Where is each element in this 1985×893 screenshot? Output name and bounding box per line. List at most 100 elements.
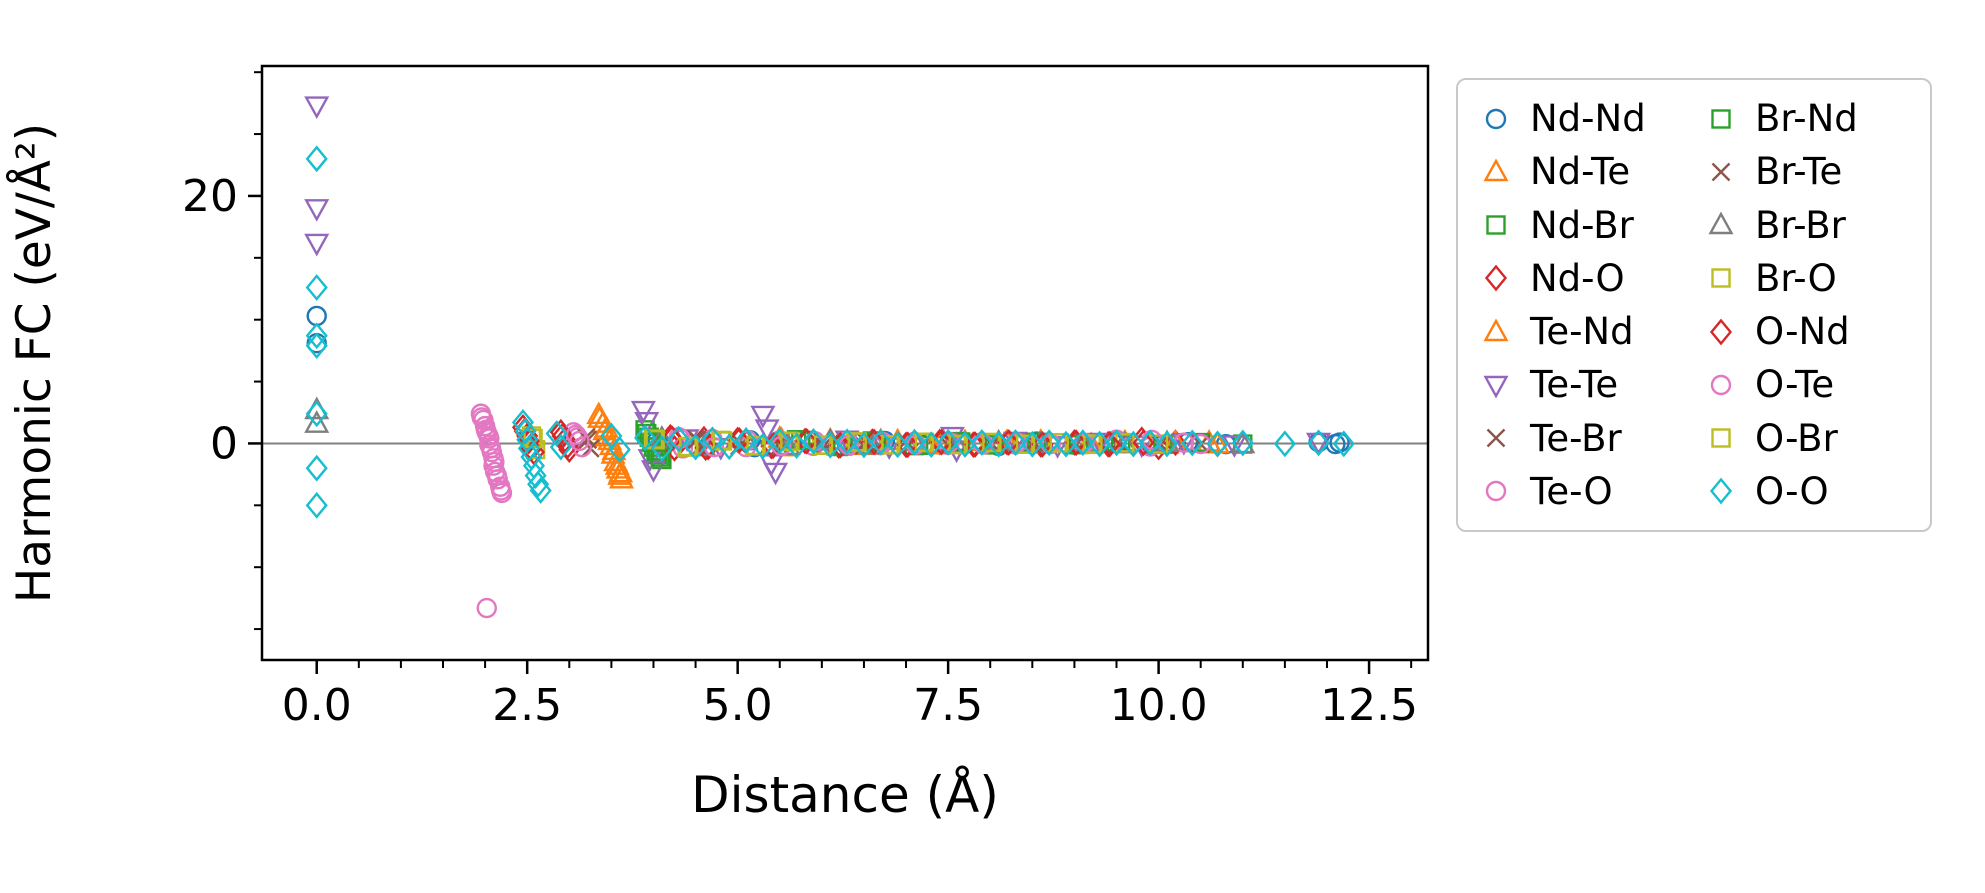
diamond-marker	[896, 431, 919, 459]
diamond-marker	[1098, 430, 1121, 458]
diamond-marker	[1709, 318, 1733, 346]
legend-item-o-nd: O-Nd	[1701, 305, 1922, 358]
square-marker	[746, 435, 766, 456]
triangle-down-marker	[304, 96, 330, 120]
legend-item-label: Te-Nd	[1530, 310, 1634, 354]
diamond-marker	[1139, 429, 1162, 457]
triangle-up-marker	[304, 410, 330, 433]
triangle-down-marker-icon	[1483, 375, 1509, 399]
x-axis-label: Distance (Å)	[691, 766, 999, 824]
diamond-marker	[1031, 430, 1054, 458]
legend-item-te-br: Te-Br	[1476, 412, 1697, 465]
axes-layer: 0.0 2.5 5.0 7.5 10.0 12.5 0 20	[182, 64, 1430, 731]
diamond-marker	[869, 428, 892, 456]
triangle-down-marker	[750, 405, 776, 429]
x-marker	[1711, 162, 1731, 182]
triangle-down-marker	[763, 462, 789, 486]
diamond-marker	[1273, 430, 1296, 458]
triangle-up-marker	[1708, 211, 1734, 235]
legend-item-nd-nd: Nd-Nd	[1476, 92, 1697, 145]
diamond-marker	[829, 431, 852, 459]
legend-item-label: Br-Br	[1755, 203, 1846, 247]
circle-marker-icon	[1485, 481, 1507, 502]
x-tick-label: 0.0	[282, 680, 352, 731]
triangle-up-marker	[1204, 430, 1231, 454]
diamond-marker	[305, 274, 328, 301]
triangle-up-marker	[1483, 158, 1509, 182]
diamond-marker-icon	[1484, 264, 1508, 292]
circle-marker	[1485, 108, 1507, 129]
diamond-marker	[953, 431, 977, 458]
square-marker	[1083, 434, 1103, 454]
diamond-marker	[305, 454, 328, 482]
series-o-nd	[513, 417, 1155, 466]
legend-item-nd-o: Nd-O	[1476, 252, 1697, 305]
x-marker-icon	[1711, 162, 1731, 182]
triangle-up-marker	[1230, 430, 1256, 454]
diamond-marker	[701, 426, 724, 454]
legend-item-label: Nd-Te	[1530, 150, 1631, 194]
triangle-up-marker-icon	[1708, 211, 1734, 235]
diamond-marker	[802, 427, 825, 455]
y-axis-label: Harmonic FC (eV/Å²)	[7, 123, 62, 603]
triangle-down-marker	[1483, 375, 1509, 399]
diamond-marker	[527, 470, 550, 498]
square-marker	[1486, 215, 1506, 235]
diamond-marker	[987, 431, 1010, 458]
triangle-down-marker	[754, 419, 780, 443]
circle-marker	[1190, 433, 1211, 455]
axes-frame	[260, 64, 1430, 662]
series-o-o	[305, 145, 1355, 519]
legend-item-br-te: Br-Te	[1701, 145, 1922, 198]
legend-item-nd-te: Nd-Te	[1476, 145, 1697, 198]
x-marker-icon	[1486, 428, 1506, 448]
triangle-down-marker	[640, 460, 667, 483]
diamond-marker	[305, 145, 328, 173]
triangle-up-marker	[1483, 318, 1509, 341]
legend-item-label: O-Br	[1755, 416, 1838, 460]
diamond-marker	[305, 322, 328, 350]
square-marker	[948, 434, 968, 455]
triangle-down-marker	[304, 199, 330, 222]
legend: Nd-Nd Nd-Te Nd-Br Nd-O Te-Nd Te-Te Te-Br Te-O Br…	[1456, 78, 1932, 532]
square-marker-icon	[1711, 428, 1731, 448]
diamond-marker	[937, 428, 960, 456]
diamond-marker	[1307, 429, 1330, 457]
diamond-marker	[633, 424, 657, 452]
legend-item-label: Br-O	[1755, 256, 1837, 300]
legend-item-label: O-Te	[1755, 363, 1835, 407]
series-te-te	[304, 96, 1332, 486]
diamond-marker	[305, 400, 328, 428]
triangle-down-marker	[304, 233, 330, 257]
circle-marker	[486, 465, 508, 486]
square-marker-icon	[1711, 268, 1731, 289]
diamond-marker	[1021, 430, 1044, 458]
diamond-marker	[549, 433, 572, 461]
diamond-marker	[556, 432, 579, 460]
diamond-marker	[660, 425, 684, 452]
square-marker	[914, 432, 935, 453]
diamond-marker	[684, 433, 707, 461]
diamond-marker	[522, 438, 545, 466]
square-marker	[982, 432, 1002, 453]
square-marker-icon	[1711, 108, 1731, 129]
legend-item-label: Br-Nd	[1755, 97, 1858, 141]
triangle-down-marker	[1306, 432, 1332, 456]
circle-marker	[569, 430, 590, 452]
triangle-up-marker-icon	[1483, 158, 1509, 182]
diamond-marker	[718, 433, 741, 461]
triangle-down-marker	[634, 411, 660, 435]
y-tick-label: 20	[182, 171, 238, 222]
diamond-marker	[694, 434, 717, 462]
diamond-marker	[1004, 429, 1027, 456]
square-marker	[813, 435, 834, 455]
circle-marker	[476, 597, 497, 619]
triangle-up-marker	[775, 432, 801, 456]
circle-marker-icon	[1485, 108, 1507, 129]
legend-item-o-te: O-Te	[1701, 358, 1922, 411]
legend-item-label: Te-O	[1530, 469, 1613, 513]
diamond-marker	[903, 428, 926, 456]
circle-marker	[306, 305, 327, 327]
diamond-marker	[305, 332, 328, 360]
diamond-marker	[920, 431, 943, 459]
